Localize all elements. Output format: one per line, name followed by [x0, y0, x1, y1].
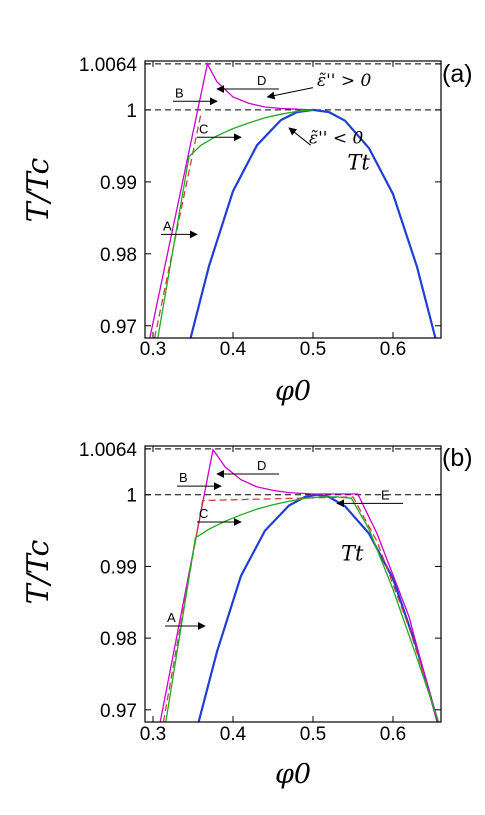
annotation-arrow	[288, 127, 311, 146]
y-tick-label: 0.99	[100, 173, 137, 194]
y-tick-label: 1.0064	[79, 440, 138, 461]
series-line	[153, 113, 202, 338]
axes-frame	[144, 445, 442, 723]
y-tick-label: 0.99	[100, 557, 137, 578]
series-line	[157, 109, 314, 338]
y-tick-label: 1	[126, 101, 137, 122]
x-axis-label: φ0	[275, 376, 311, 407]
x-tick-label: 0.3	[140, 339, 166, 360]
annotation-arrow-label: D	[257, 73, 266, 88]
annotation-arrow-label: C	[199, 121, 208, 136]
axes-frame	[144, 60, 442, 339]
annotation-arrow	[266, 87, 314, 100]
x-tick-label: 0.4	[220, 724, 247, 745]
series-line	[149, 62, 314, 338]
panel-label: (a)	[442, 60, 473, 88]
annotation-arrow-label: B	[175, 85, 184, 100]
annotation-arrow-label: B	[179, 470, 188, 485]
x-tick-label: 0.3	[140, 724, 166, 745]
x-tick-label: 0.6	[380, 724, 406, 745]
panel-label: (b)	[442, 444, 473, 472]
y-axis-label: T/Tc	[21, 158, 56, 223]
curve-label-tt: Tt	[347, 151, 370, 175]
curve-label-tt: Tt	[341, 542, 364, 566]
annotation-arrow-label: E	[381, 487, 390, 502]
x-tick-label: 0.4	[220, 339, 247, 360]
annotation-arrow-label: A	[167, 610, 176, 625]
y-tick-label: 0.97	[100, 317, 137, 338]
annotation-arrow-label: A	[163, 218, 172, 233]
x-tick-label: 0.5	[300, 339, 326, 360]
annotation-text: ε̃'' < 0	[309, 129, 364, 149]
series-line	[197, 493, 439, 722]
annotation-text: ε̃'' > 0	[317, 71, 372, 91]
panel-b: 0.3 0.4 0.5 0.6 0.97 0.98 0.99 1 1.0064 φ0 T/Tc (b)…	[21, 440, 473, 790]
annotation-arrow-label: D	[257, 458, 266, 473]
x-axis-label: φ0	[275, 759, 311, 790]
y-tick-label: 1.0064	[79, 55, 138, 76]
x-tick-label: 0.5	[300, 724, 326, 745]
x-tick-label: 0.6	[380, 339, 406, 360]
series-line	[162, 496, 440, 722]
y-tick-label: 0.98	[100, 245, 137, 266]
series-line	[159, 447, 438, 722]
series-line	[165, 496, 440, 722]
y-tick-label: 0.97	[100, 701, 137, 722]
y-tick-label: 0.98	[100, 629, 137, 650]
y-tick-label: 1	[126, 486, 137, 507]
panel-a: 0.3 0.4 0.5 0.6 0.97 0.98 0.99 1 1.0064 φ0 T/Tc (a)…	[21, 55, 473, 407]
annotation-arrow-label: C	[199, 506, 208, 521]
y-axis-label: T/Tc	[21, 540, 56, 605]
